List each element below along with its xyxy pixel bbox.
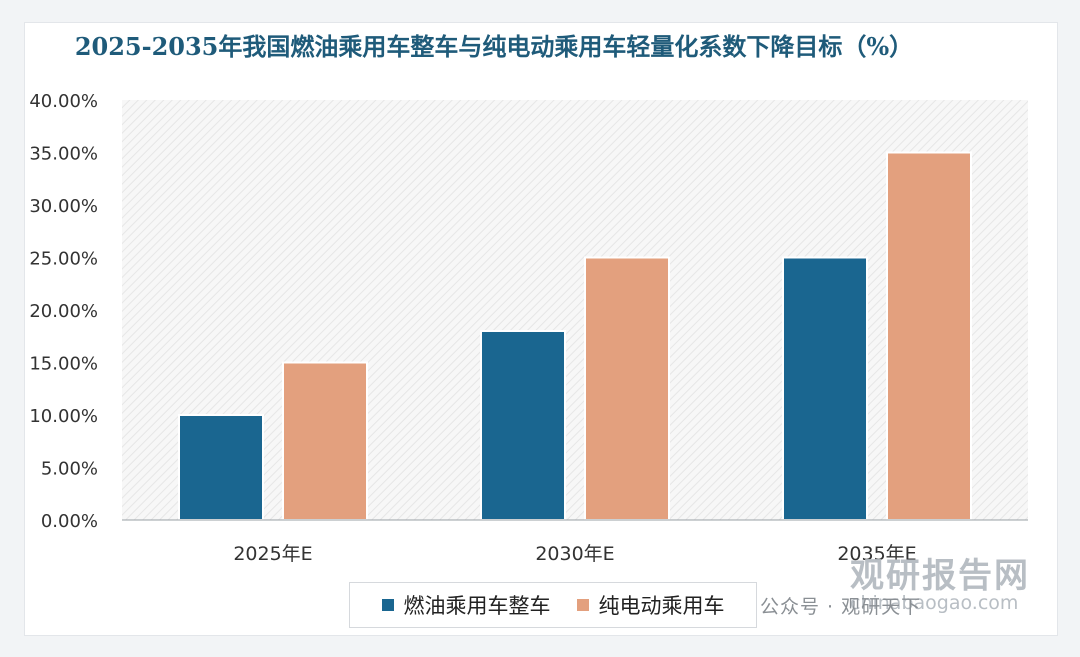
legend-item-fuel: 燃油乘用车整车 (381, 590, 551, 620)
x-tick-label: 2030年E (535, 543, 614, 565)
bar-ev-1 (584, 256, 670, 521)
legend-label-fuel: 燃油乘用车整车 (403, 594, 551, 618)
plot-area (122, 100, 1028, 520)
y-tick-label: 30.00% (29, 196, 98, 217)
y-tick-label: 25.00% (29, 249, 98, 270)
x-tick-label: 2035年E (837, 543, 916, 565)
watermark-url: chinabaogao.com (850, 592, 1019, 614)
legend: 燃油乘用车整车 纯电动乘用车 (349, 582, 757, 628)
y-tick-label: 20.00% (29, 301, 98, 322)
y-tick-label: 5.00% (41, 459, 98, 480)
x-tick-label: 2025年E (233, 543, 312, 565)
legend-item-ev: 纯电动乘用车 (576, 590, 725, 620)
bars (178, 151, 972, 521)
legend-swatch-ev (576, 599, 589, 611)
bar-fuel-1 (480, 330, 566, 521)
footer-account: 公众号 · 观研天下 (760, 596, 922, 618)
x-axis-labels: 2025年E 2030年E 2035年E (233, 543, 916, 565)
legend-label-ev: 纯电动乘用车 (598, 594, 725, 618)
y-tick-label: 10.00% (29, 406, 98, 427)
y-tick-label: 0.00% (41, 511, 98, 532)
chart-title: 2025-2035年我国燃油乘用车整车与纯电动乘用车轻量化系数下降目标（%） (74, 32, 914, 61)
watermark-brand: 观研报告网 (850, 556, 1030, 596)
legend-swatch-fuel (381, 599, 394, 611)
y-tick-label: 15.00% (29, 354, 98, 375)
bar-ev-0 (282, 361, 368, 521)
y-axis-ticks: 0.00% 5.00% 10.00% 15.00% 20.00% 25.00% 30.00%… (29, 91, 98, 532)
bar-fuel-2 (782, 256, 868, 521)
bar-fuel-0 (178, 414, 264, 521)
y-tick-label: 40.00% (29, 91, 98, 112)
bar-ev-2 (886, 151, 972, 521)
y-tick-label: 35.00% (29, 144, 98, 165)
